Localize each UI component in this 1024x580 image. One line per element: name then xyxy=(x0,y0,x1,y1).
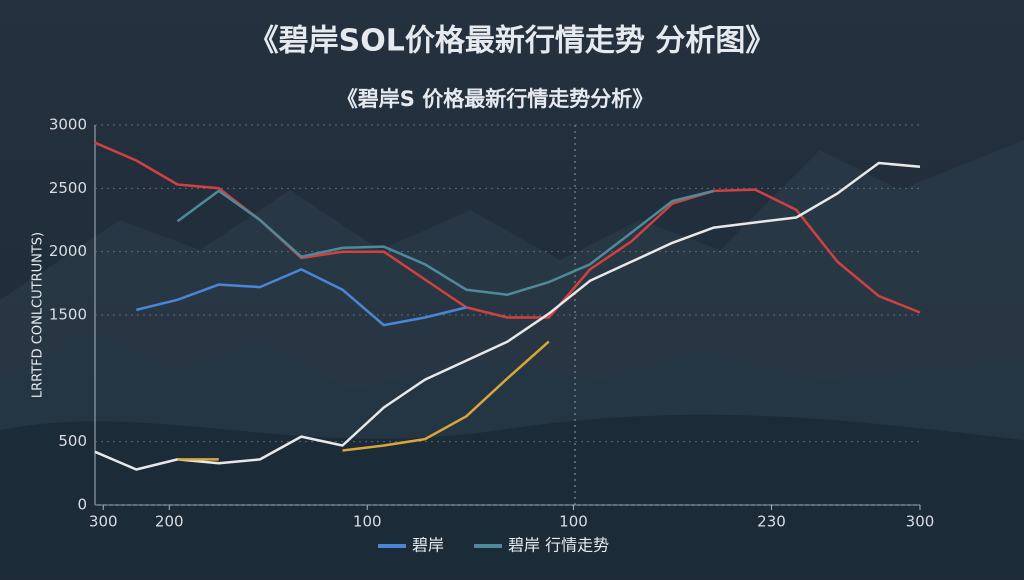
series-line xyxy=(136,268,467,327)
series-line xyxy=(94,161,921,471)
series-line xyxy=(94,141,921,319)
y-tick-label: 2500 xyxy=(49,179,87,197)
x-tick-label: 200 xyxy=(155,513,184,531)
y-tick-label: 0 xyxy=(77,496,87,514)
chart-title: 《碧岸SOL价格最新行情走势 分析图》 xyxy=(249,24,776,59)
y-tick-label: 500 xyxy=(58,432,87,450)
chart-subtitle: 《碧岸S 价格最新行情走势分析》 xyxy=(337,87,653,111)
legend-label: 碧岸 xyxy=(412,536,444,555)
x-tick-label: 100 xyxy=(559,513,588,531)
x-tick-label: 300 xyxy=(89,513,118,531)
x-tick-label: 100 xyxy=(353,513,382,531)
y-tick-label: 1500 xyxy=(49,306,87,324)
series-line xyxy=(177,340,550,461)
x-tick-label: 230 xyxy=(757,513,786,531)
y-tick-label: 2000 xyxy=(49,242,87,260)
legend-label: 碧岸 行情走势 xyxy=(508,536,609,555)
y-tick-label: 3000 xyxy=(49,116,87,134)
y-axis-label: LRRTFD CONLCUTRUNTS) xyxy=(31,232,46,398)
series-line xyxy=(176,189,715,296)
water xyxy=(0,414,1024,576)
x-tick-label: 300 xyxy=(906,513,935,531)
